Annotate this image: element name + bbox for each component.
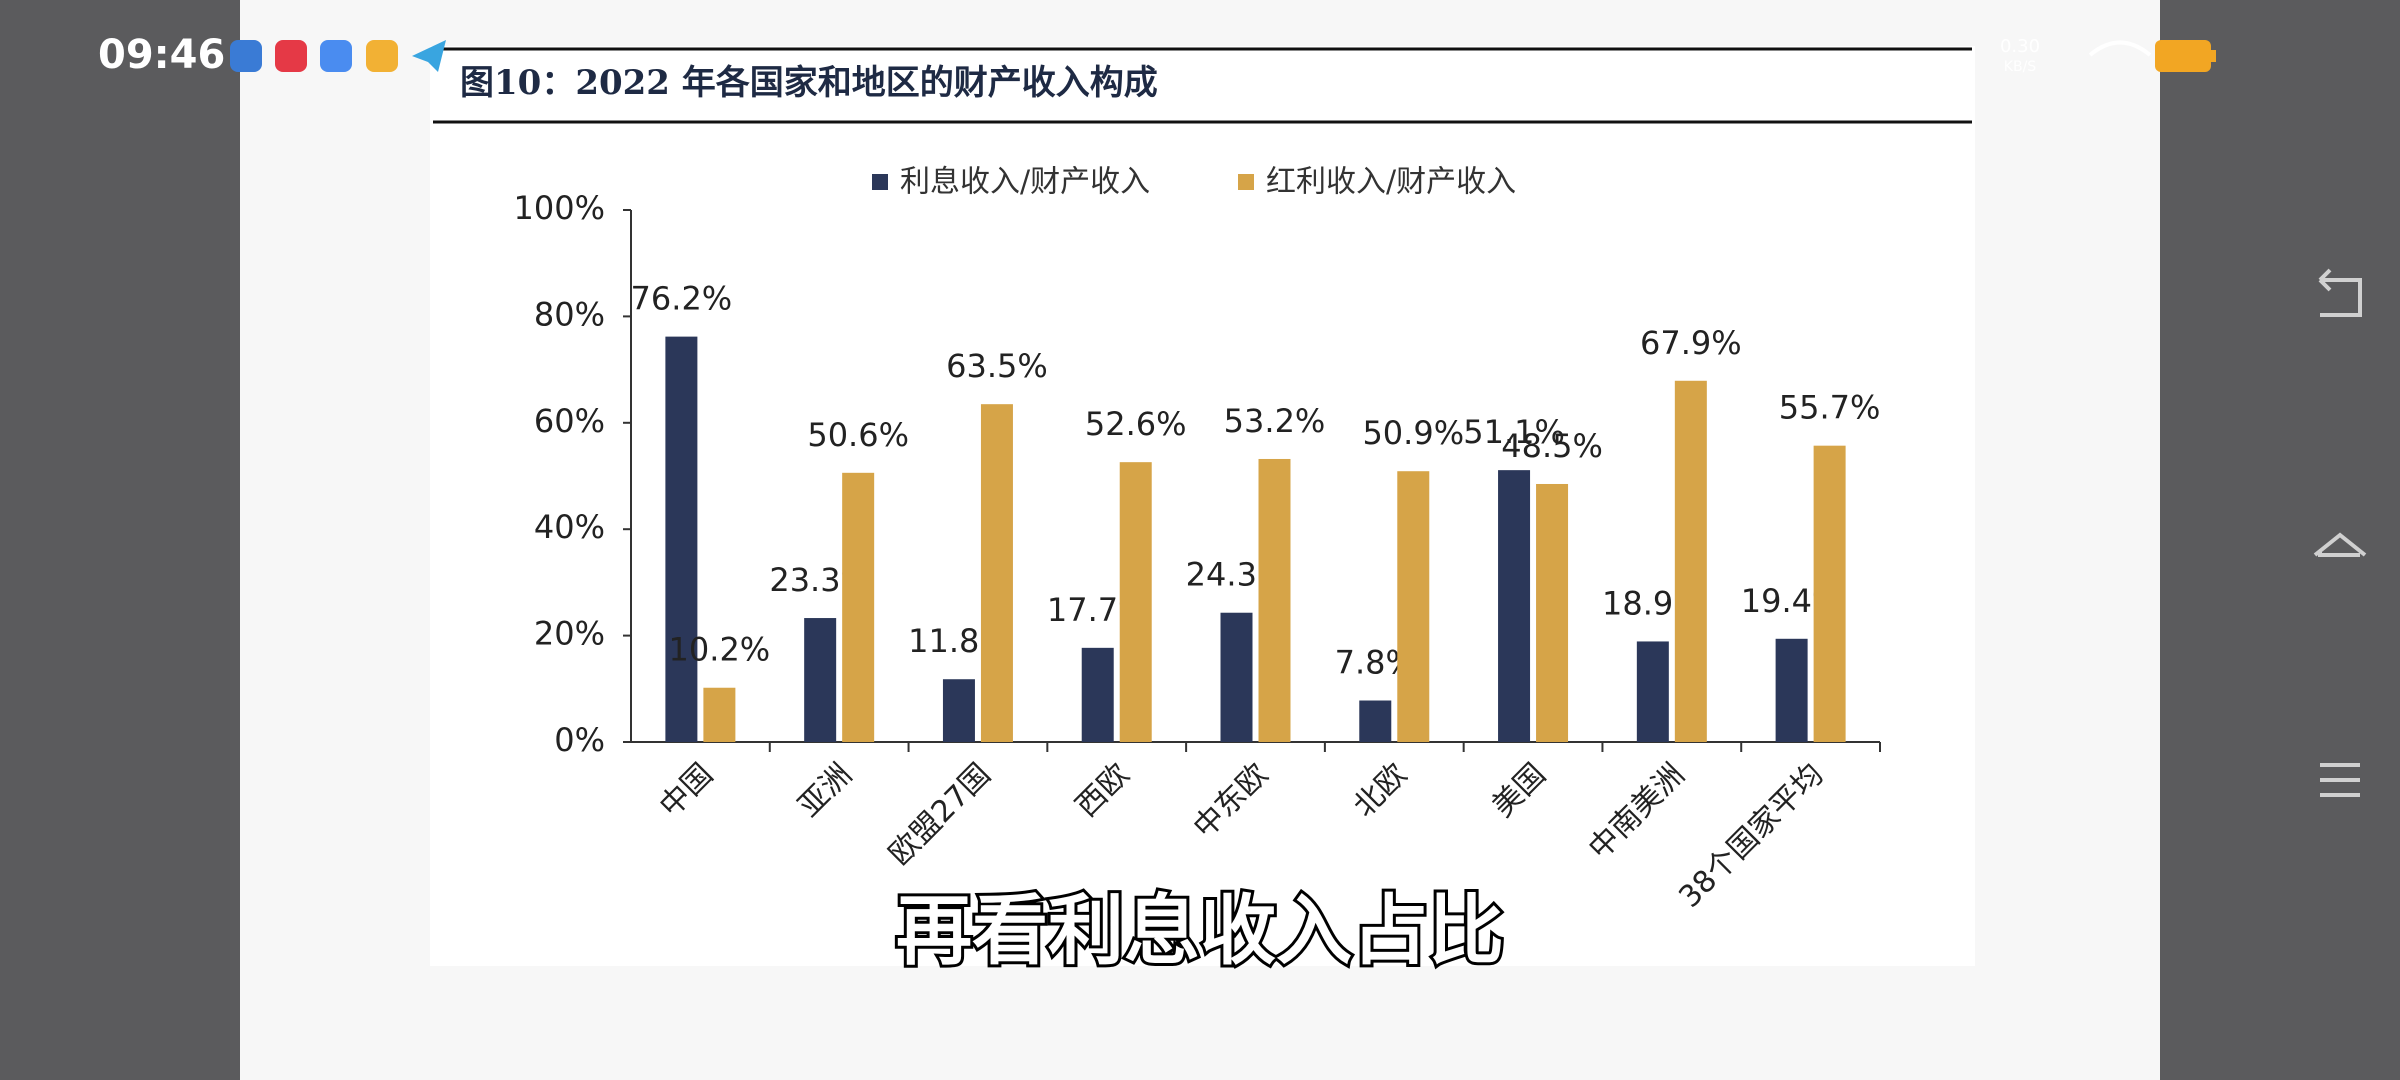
bar — [1775, 638, 1808, 742]
menu-button[interactable] — [2320, 763, 2360, 797]
bar — [804, 618, 837, 742]
battery — [2155, 40, 2211, 72]
y-tick-label: 60% — [534, 402, 605, 440]
bar — [1119, 462, 1152, 742]
y-tick-label: 100% — [514, 189, 605, 227]
legend-label: 利息收入/财产收入 — [900, 165, 1150, 200]
app-icon — [366, 40, 398, 72]
value-label: 55.7% — [1779, 389, 1881, 427]
app-icon — [230, 40, 262, 72]
y-tick-label: 40% — [534, 508, 605, 546]
value-label: 53.2% — [1224, 402, 1326, 440]
chart-title: 图10：2022 年各国家和地区的财产收入构成 — [460, 63, 1158, 103]
bar — [665, 336, 698, 742]
y-tick-label: 0% — [554, 721, 605, 759]
bar — [1498, 470, 1531, 742]
y-tick-label: 20% — [534, 615, 605, 653]
bar — [1081, 647, 1114, 742]
wifi-icon — [2088, 40, 2152, 57]
bar — [1636, 641, 1669, 742]
bar — [1258, 458, 1291, 742]
value-label: 67.9% — [1640, 324, 1742, 362]
status-time: 09:46 — [98, 32, 225, 78]
legend-label: 红利收入/财产收入 — [1266, 165, 1516, 200]
app-icon — [320, 40, 352, 72]
y-tick-label: 80% — [534, 295, 605, 333]
home-button[interactable] — [2313, 532, 2367, 557]
value-label: 50.9% — [1362, 414, 1464, 452]
legend-swatch — [872, 174, 888, 190]
app-icon — [412, 40, 446, 72]
value-label: 63.5% — [946, 347, 1048, 385]
bar — [1397, 471, 1430, 742]
bar — [842, 472, 875, 742]
battery-tip — [2211, 50, 2216, 62]
legend-swatch — [1238, 174, 1254, 190]
bar — [980, 404, 1013, 742]
value-label: 50.6% — [807, 416, 909, 454]
value-label: 51.1% — [1463, 413, 1565, 451]
bar — [1674, 380, 1707, 742]
caption: 再看利息收入占比 — [896, 886, 1504, 975]
bar — [703, 687, 736, 742]
value-label: 48.5% — [1501, 427, 1603, 465]
bar — [1220, 612, 1253, 742]
value-label: 52.6% — [1085, 405, 1187, 443]
bar — [1359, 700, 1392, 742]
value-label: 76.2% — [631, 280, 733, 318]
app-icon — [275, 40, 307, 72]
back-button[interactable] — [2318, 268, 2362, 317]
bar — [1813, 445, 1846, 742]
net-speed: 0.30 — [2000, 36, 2040, 57]
bar — [1536, 483, 1569, 742]
bar — [942, 679, 975, 742]
net-unit: KB/S — [2004, 59, 2037, 75]
value-label: 10.2% — [669, 631, 771, 669]
